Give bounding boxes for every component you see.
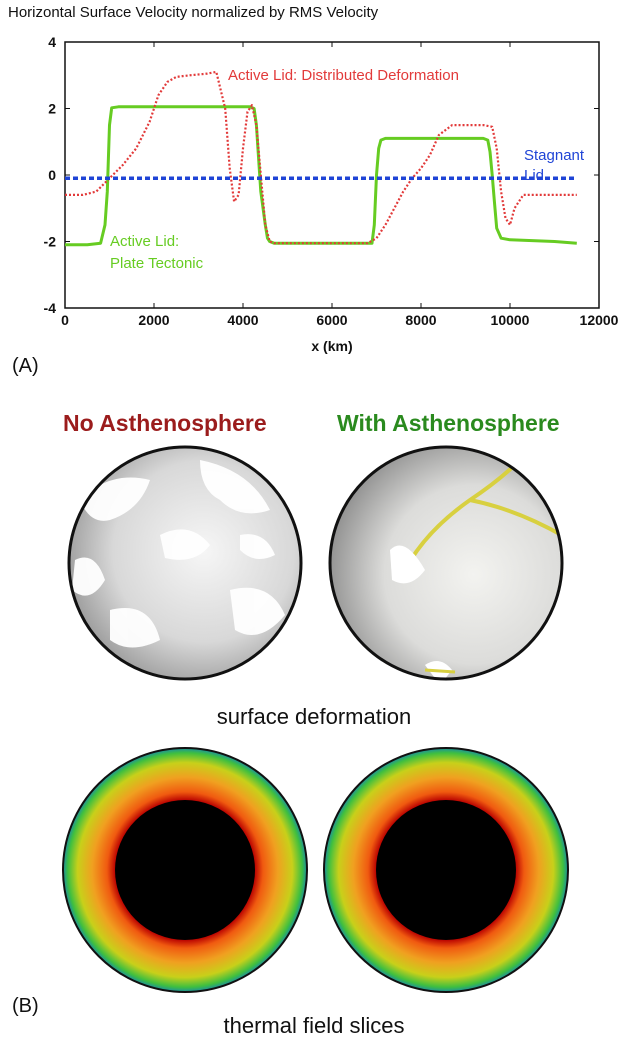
col-right-heading: With Asthenosphere [337, 410, 560, 436]
x-tick-label: 8000 [405, 312, 436, 328]
velocity-chart: 0 2000 4000 6000 8000 10000 12000 4 2 0 -2 -4 Activ… [44, 34, 619, 354]
y-tick-label: 4 [48, 34, 56, 50]
series-label-0: Plate Tectonic [110, 255, 204, 272]
x-axis-label: x (km) [311, 338, 352, 354]
series-label-0: Active Lid: [110, 233, 179, 250]
series-label-1: Active Lid: Distributed Deformation [228, 67, 459, 84]
y-tick-label: -2 [44, 234, 57, 250]
x-tick-label: 10000 [491, 312, 530, 328]
y-tick-label: 0 [48, 167, 56, 183]
series-labels: Active Lid: Plate Tectonic Active Lid: Dis… [110, 67, 585, 272]
series-label-2: Stagnant [524, 147, 585, 164]
x-tick-label: 12000 [580, 312, 619, 328]
thermal-slice-with-asthenosphere [323, 747, 569, 993]
series-label-2: Lid [524, 167, 544, 184]
series-line-0 [65, 105, 577, 247]
axis-ticks: 0 2000 4000 6000 8000 10000 12000 4 2 0 -2 -4 [44, 34, 619, 328]
surface-sphere-with-asthenosphere [328, 445, 564, 681]
y-tick-label: -4 [44, 300, 57, 316]
x-tick-label: 2000 [138, 312, 169, 328]
series-layer [65, 70, 577, 247]
col-left-heading: No Asthenosphere [63, 410, 267, 436]
x-tick-label: 0 [61, 312, 69, 328]
thermal-slice-no-asthenosphere [62, 747, 308, 993]
caption-thermal-slices: thermal field slices [223, 1013, 405, 1038]
x-tick-label: 6000 [316, 312, 347, 328]
chart-title: Horizontal Surface Velocity normalized b… [8, 4, 379, 21]
panel-b-label: (B) [12, 995, 39, 1017]
panel-a-label: (A) [12, 355, 39, 377]
sphere-figures [62, 445, 569, 993]
surface-sphere-no-asthenosphere [67, 445, 303, 681]
series-line-1 [65, 70, 577, 245]
y-tick-label: 2 [48, 101, 56, 117]
x-tick-label: 4000 [227, 312, 258, 328]
caption-surface-deformation: surface deformation [216, 704, 412, 729]
